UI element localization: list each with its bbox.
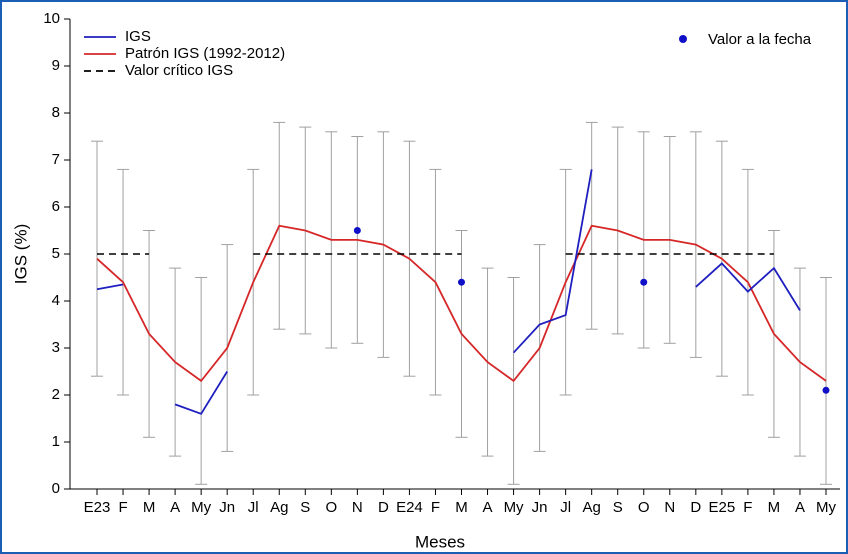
x-tick-label: Jn [219, 499, 235, 516]
x-tick-label: Ag [582, 499, 600, 516]
x-tick-label: D [378, 499, 389, 516]
legend-label: Patrón IGS (1992-2012) [125, 45, 285, 62]
x-tick-label: E25 [709, 499, 736, 516]
y-tick-label: 1 [52, 433, 60, 450]
y-tick-label: 3 [52, 339, 60, 356]
point [353, 227, 361, 234]
y-tick-label: 5 [52, 245, 60, 262]
x-tick-label: S [613, 499, 623, 516]
point [458, 278, 465, 286]
x-tick-label: O [638, 499, 650, 516]
x-tick-label: N [664, 499, 675, 516]
point [640, 278, 648, 286]
x-tick-label: Jn [532, 499, 548, 516]
x-tick-label: O [325, 499, 337, 516]
legend-label: Valor a la fecha [708, 31, 812, 48]
x-tick-label: My [816, 499, 836, 516]
line-piece [695, 262, 801, 311]
line-piece [96, 224, 827, 383]
y-tick-label: 4 [52, 292, 60, 309]
x-tick-label: N [352, 499, 363, 516]
x-tick-label: M [768, 499, 781, 516]
y-tick-label: 8 [52, 104, 60, 121]
x-tick-label: F [118, 499, 127, 516]
x-axis-label: Meses [415, 532, 465, 551]
x-tick-label: A [170, 499, 180, 516]
y-tick-label: 6 [52, 198, 60, 215]
line-piece [174, 371, 228, 415]
line-piece [512, 169, 593, 354]
x-tick-label: S [300, 499, 310, 516]
x-tick-label: My [504, 499, 524, 516]
y-axis-label: IGS (%) [11, 224, 30, 284]
x-tick-label: M [143, 499, 156, 516]
x-tick-label: Ag [270, 499, 288, 516]
x-tick-label: My [191, 499, 211, 516]
x-tick-label: Jl [560, 499, 571, 516]
x-tick-label: A [483, 499, 493, 516]
x-tick-label: D [690, 499, 701, 516]
point [822, 386, 830, 394]
y-tick-label: 7 [52, 151, 60, 168]
y-tick-label: 2 [52, 386, 60, 403]
x-tick-label: F [431, 499, 440, 516]
x-tick-label: A [795, 499, 805, 516]
x-tick-label: M [455, 499, 468, 516]
x-tick-label: F [743, 499, 752, 516]
x-tick-label: E24 [396, 499, 423, 516]
line-piece [96, 283, 124, 291]
x-tick-label: Jl [248, 499, 259, 516]
y-tick-label: 10 [43, 10, 60, 27]
y-tick-label: 9 [52, 57, 60, 74]
y-tick-label: 0 [52, 480, 60, 497]
legend-label: Valor crítico IGS [125, 62, 233, 79]
legend-label: IGS [125, 28, 151, 45]
legend-marker [679, 35, 687, 43]
x-tick-label: E23 [84, 499, 111, 516]
